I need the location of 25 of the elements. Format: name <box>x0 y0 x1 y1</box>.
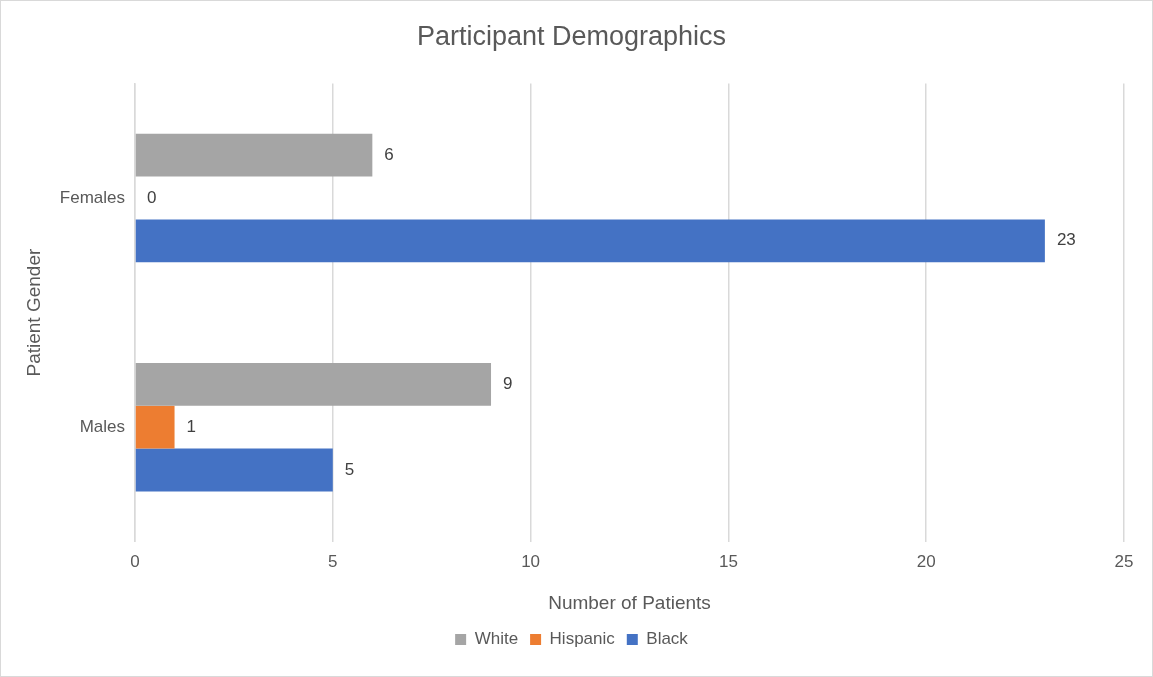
y-tick-label: Males <box>79 416 125 436</box>
bar <box>135 363 492 406</box>
x-tick-label: 20 <box>916 551 936 571</box>
x-tick-label: 5 <box>328 551 338 571</box>
chart-title: Participant Demographics <box>416 20 727 51</box>
y-tick-label: Females <box>59 187 125 207</box>
data-label: 1 <box>186 416 197 436</box>
data-label: 6 <box>384 144 394 164</box>
x-axis-title: Number of Patients <box>548 591 711 613</box>
legend-label: Hispanic <box>549 629 616 649</box>
y-axis-title: Patient Gender <box>22 248 44 377</box>
x-tick-label: 0 <box>130 551 140 571</box>
x-tick-label: 10 <box>521 551 541 571</box>
legend-label: Black <box>646 629 689 649</box>
x-tick-label: 15 <box>718 551 738 571</box>
data-label: 23 <box>1056 230 1076 250</box>
data-label: 0 <box>146 187 157 207</box>
legend-label: White <box>474 629 519 649</box>
bar <box>135 448 333 492</box>
bar <box>135 219 1045 263</box>
bar <box>135 405 175 449</box>
data-label: 9 <box>503 374 513 394</box>
bar <box>135 133 373 177</box>
data-label: 5 <box>344 459 355 479</box>
x-tick-label: 25 <box>1114 551 1134 571</box>
